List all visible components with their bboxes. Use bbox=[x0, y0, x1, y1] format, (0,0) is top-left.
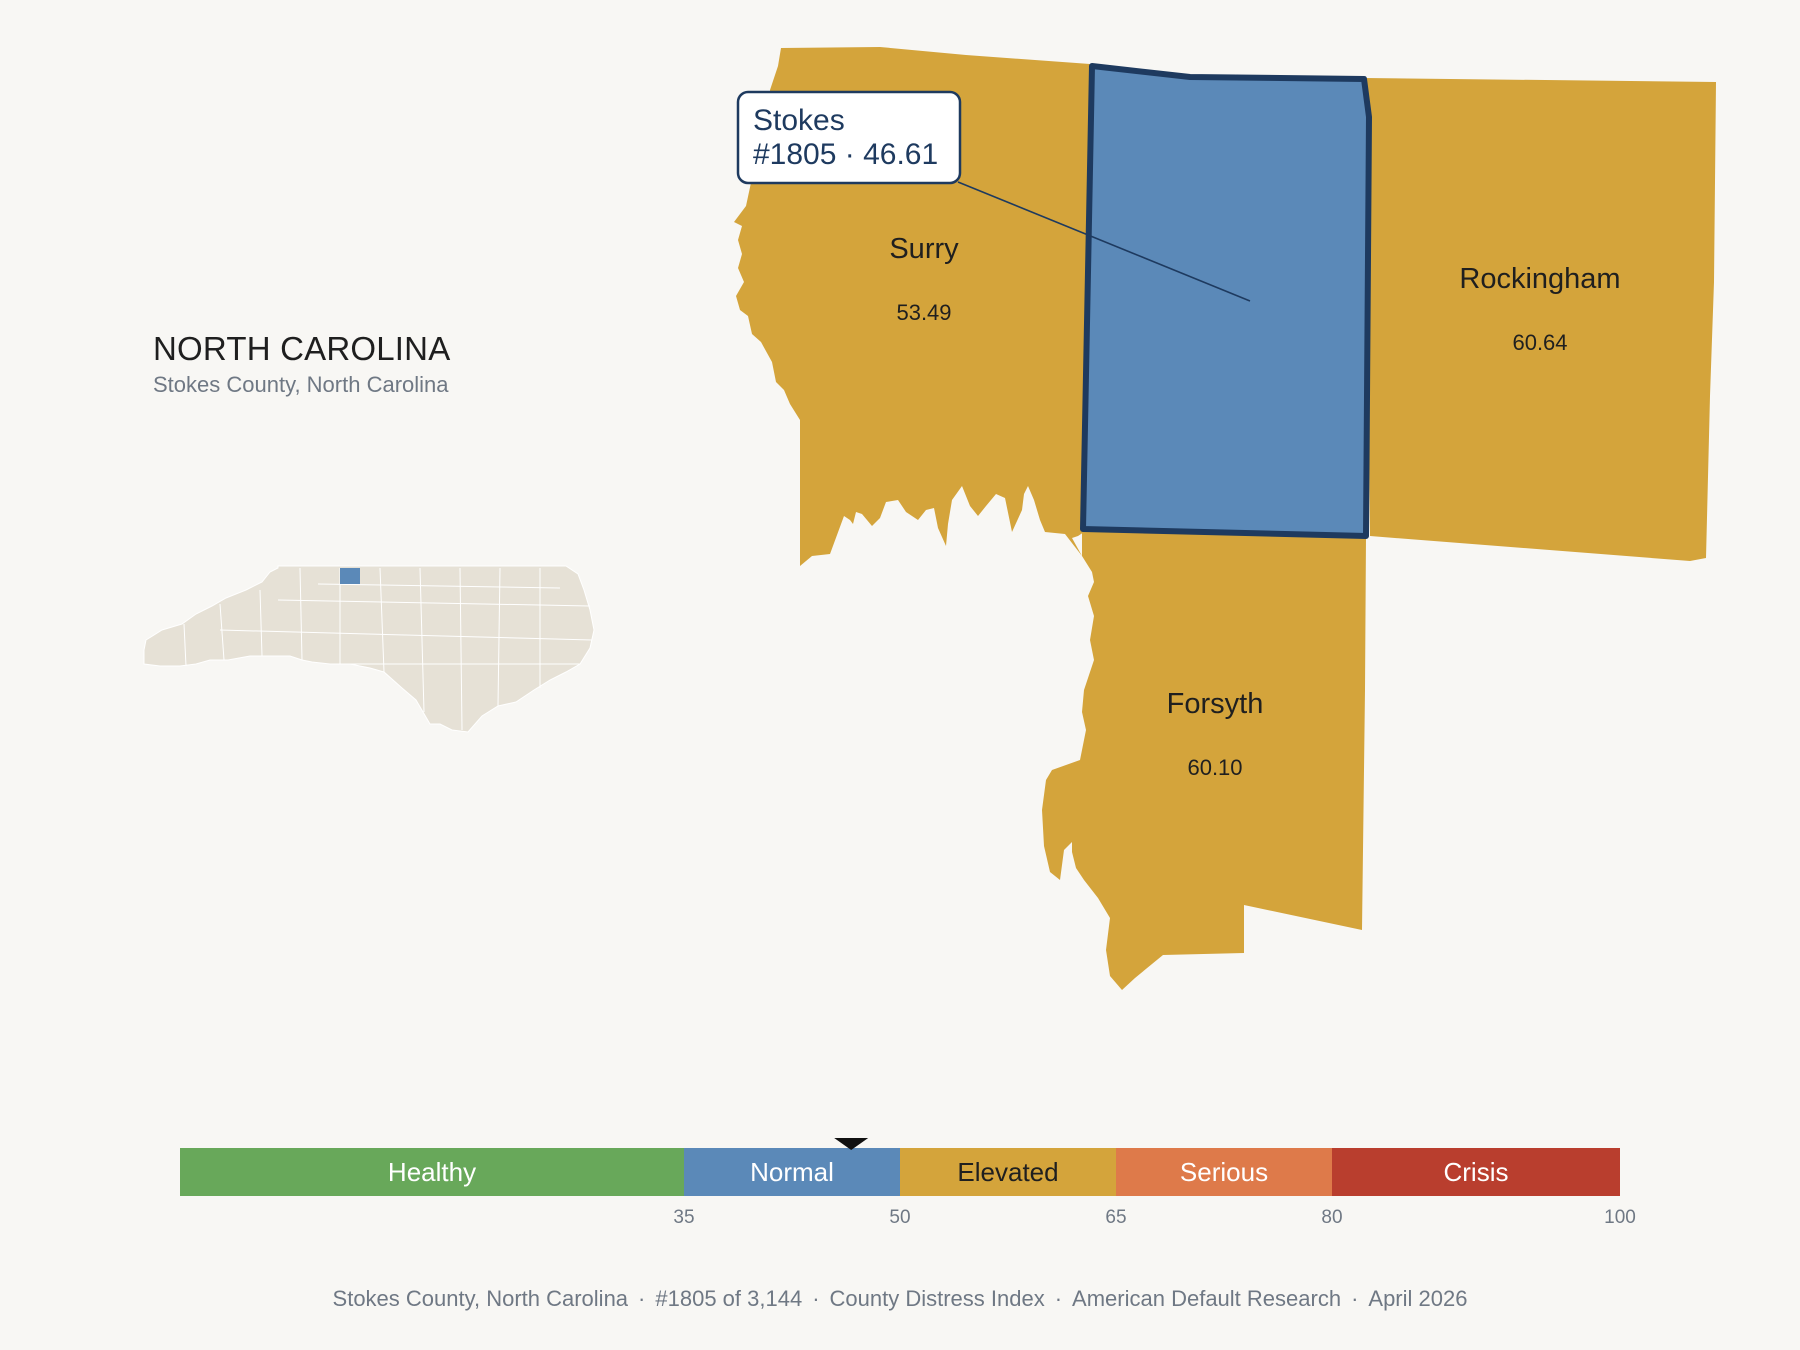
legend-tick-label: 35 bbox=[673, 1207, 694, 1228]
legend-tick-label: 80 bbox=[1321, 1207, 1342, 1228]
footer-rank: #1805 of 3,144 bbox=[655, 1286, 803, 1311]
county-forsyth[interactable] bbox=[1042, 530, 1366, 990]
legend-band-label: Normal bbox=[750, 1157, 834, 1187]
footer-separator: · bbox=[638, 1286, 646, 1311]
footer-separator: · bbox=[1351, 1286, 1359, 1311]
county-tooltip: Stokes #1805 · 46.61 bbox=[736, 90, 962, 185]
footer-county: Stokes County, North Carolina bbox=[332, 1286, 629, 1311]
footer-source: American Default Research bbox=[1072, 1286, 1342, 1311]
legend-band-label: Serious bbox=[1180, 1157, 1268, 1187]
county-label-rockingham: Rockingham bbox=[1459, 263, 1620, 295]
county-stokes[interactable] bbox=[1080, 63, 1372, 539]
footer: Stokes County, North Carolina · #1805 of 3… bbox=[0, 1286, 1800, 1312]
county-label-forsyth: Forsyth bbox=[1167, 688, 1264, 720]
legend-band-crisis bbox=[1332, 1148, 1620, 1196]
tooltip-line1: Stokes bbox=[753, 104, 845, 137]
tooltip-leader-line bbox=[957, 181, 1251, 302]
footer-separator: · bbox=[812, 1286, 820, 1311]
county-value-forsyth: 60.10 bbox=[1187, 755, 1242, 780]
legend-tick-label: 100 bbox=[1604, 1207, 1636, 1228]
footer-index: County Distress Index bbox=[829, 1286, 1045, 1311]
county-rockingham[interactable] bbox=[1365, 78, 1716, 561]
legend-band-label: Elevated bbox=[957, 1157, 1058, 1187]
legend-band-label: Crisis bbox=[1444, 1157, 1509, 1187]
county-value-surry: 53.49 bbox=[896, 300, 951, 325]
tooltip-box bbox=[736, 90, 962, 185]
legend-band-healthy bbox=[180, 1148, 684, 1196]
distress-legend: Healthy Normal Elevated Serious Crisis 35 50 65… bbox=[180, 1138, 1636, 1228]
legend-band-normal bbox=[684, 1148, 900, 1196]
county-label-surry: Surry bbox=[889, 233, 959, 265]
footer-date: April 2026 bbox=[1368, 1286, 1468, 1311]
state-inset-highlight-stokes bbox=[340, 568, 360, 584]
legend-band-elevated bbox=[900, 1148, 1116, 1196]
legend-tick-label: 50 bbox=[889, 1207, 910, 1228]
legend-tick-label: 65 bbox=[1105, 1207, 1126, 1228]
state-inset-map bbox=[143, 565, 595, 733]
legend-marker-icon bbox=[834, 1138, 869, 1150]
legend-band-label: Healthy bbox=[388, 1157, 476, 1187]
state-title: NORTH CAROLINA bbox=[153, 330, 451, 367]
legend-band-serious bbox=[1116, 1148, 1332, 1196]
state-county-lines bbox=[183, 567, 593, 731]
county-value-rockingham: 60.64 bbox=[1512, 330, 1567, 355]
state-subtitle: Stokes County, North Carolina bbox=[153, 372, 449, 397]
state-outline bbox=[143, 565, 595, 733]
tooltip-line2: #1805 · 46.61 bbox=[753, 138, 938, 171]
footer-separator: · bbox=[1054, 1286, 1063, 1311]
